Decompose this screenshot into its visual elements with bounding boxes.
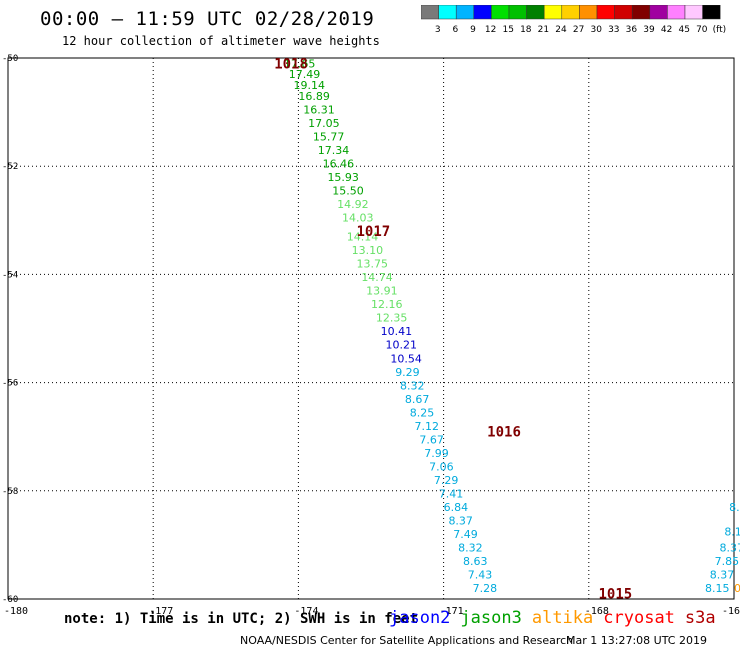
colorbar-label: 24 bbox=[555, 25, 567, 35]
colorbar-label: 42 bbox=[661, 25, 672, 35]
x-tick-label: -168 bbox=[585, 606, 609, 617]
y-tick-label: -58 bbox=[2, 487, 18, 497]
x-tick-label: -180 bbox=[4, 606, 28, 617]
colorbar-label: 33 bbox=[608, 25, 619, 35]
x-tick-label: -174 bbox=[294, 606, 318, 617]
wave-height-label: 7.12 bbox=[415, 420, 440, 433]
wave-height-label: 15.77 bbox=[313, 130, 345, 143]
colorbar-label: 21 bbox=[538, 25, 549, 35]
wave-height-label: 8.67 bbox=[405, 393, 430, 406]
wave-height-label: 12.35 bbox=[376, 312, 408, 325]
colorbar-label: 15 bbox=[502, 25, 513, 35]
wave-height-label: 8. bbox=[729, 501, 740, 514]
wave-height-label: 8.37 bbox=[448, 515, 473, 528]
wave-height-label: 16.46 bbox=[323, 157, 355, 170]
satellite-legend-item: s3a bbox=[684, 608, 716, 628]
chart-title: 00:00 – 11:59 UTC 02/28/2019 bbox=[40, 8, 375, 30]
satellite-legend-item: jason2 bbox=[389, 608, 451, 628]
footer-note: note: 1) Time is in UTC; 2) SWH is in fe… bbox=[64, 611, 419, 627]
x-tick-label: -165 bbox=[722, 606, 740, 617]
wave-height-label: 9.29 bbox=[395, 366, 420, 379]
y-tick-label: -50 bbox=[2, 54, 18, 64]
wave-height-label: 10.21 bbox=[386, 339, 418, 352]
wave-height-label: 8.37 bbox=[710, 569, 735, 582]
wave-height-label: 7.67 bbox=[419, 433, 444, 446]
wave-height-label: 10.54 bbox=[390, 352, 422, 365]
y-tick-label: -54 bbox=[2, 270, 18, 280]
pressure-label: 1017 bbox=[356, 224, 390, 240]
wave-height-label: 7.85 bbox=[715, 555, 740, 568]
wave-height-label: 14.92 bbox=[337, 198, 369, 211]
satellite-legend-item: cryosat bbox=[603, 608, 675, 628]
colorbar-swatch bbox=[702, 5, 721, 20]
wave-height-label: 15.50 bbox=[332, 185, 364, 198]
colorbar-label: 36 bbox=[626, 25, 638, 35]
chart-subtitle: 12 hour collection of altimeter wave hei… bbox=[62, 34, 380, 48]
wave-height-label: 7.41 bbox=[439, 488, 464, 501]
wave-height-label: 12.16 bbox=[371, 298, 403, 311]
wave-height-label: 13.10 bbox=[352, 244, 384, 257]
satellite-legend: jason2 jason3 altika cryosat s3a bbox=[389, 608, 726, 628]
generated-timestamp: Mar 1 13:27:08 UTC 2019 bbox=[566, 634, 707, 647]
colorbar-legend: 3 6 9 12 15 18 21 24 27 30 33 36 39 42 45 70 (ft) bbox=[421, 5, 727, 35]
wave-height-label: 17.05 bbox=[308, 117, 340, 130]
colorbar-label: 45 bbox=[678, 25, 689, 35]
y-tick-label: -52 bbox=[2, 162, 18, 172]
wave-height-label: 13.75 bbox=[356, 258, 388, 271]
wave-height-label: 7.06 bbox=[429, 460, 454, 473]
colorbar-label: 6 bbox=[453, 25, 459, 35]
wave-height-label: 16.89 bbox=[298, 90, 330, 103]
wave-height-label: 16.31 bbox=[303, 103, 335, 116]
wave-height-label: 8.32 bbox=[400, 379, 425, 392]
wave-height-label: 04 bbox=[734, 582, 740, 595]
satellite-legend-item: jason3 bbox=[460, 608, 522, 628]
wave-height-label: 8.32 bbox=[458, 542, 483, 555]
wave-height-label: 7.28 bbox=[473, 582, 498, 595]
wave-height-label: 15.93 bbox=[327, 171, 359, 184]
pressure-label: 1018 bbox=[274, 56, 308, 72]
wave-height-label: 17.65 bbox=[284, 57, 316, 70]
colorbar-label: 30 bbox=[590, 25, 602, 35]
wave-height-label: 8.63 bbox=[463, 555, 488, 568]
y-tick-label: -60 bbox=[2, 595, 18, 605]
satellite-legend-item: altika bbox=[531, 608, 594, 628]
wave-height-label: 19.14 bbox=[294, 79, 326, 92]
x-tick-label: -177 bbox=[149, 606, 173, 617]
colorbar-label: 3 bbox=[435, 25, 441, 35]
wave-height-label: 6.84 bbox=[444, 501, 469, 514]
pressure-label: 1015 bbox=[598, 587, 632, 603]
y-tick-label: -56 bbox=[2, 379, 18, 389]
plot-frame bbox=[7, 57, 735, 600]
wave-height-label: 14.14 bbox=[347, 231, 379, 244]
credit-line: NOAA/NESDIS Center for Satellite Applica… bbox=[240, 634, 574, 647]
wave-height-label: 7.29 bbox=[434, 474, 459, 487]
colorbar-label: 27 bbox=[573, 25, 584, 35]
colorbar-label: 18 bbox=[520, 25, 532, 35]
wave-height-label: 8.15 bbox=[705, 582, 730, 595]
wave-height-label: 14.03 bbox=[342, 212, 374, 225]
wave-height-label: 7.43 bbox=[468, 569, 493, 582]
wave-height-label: 7.49 bbox=[453, 528, 478, 541]
colorbar-label: 9 bbox=[470, 25, 476, 35]
wave-height-label: 13.91 bbox=[366, 285, 398, 298]
wave-height-label: 14.74 bbox=[361, 271, 393, 284]
colorbar-label: 39 bbox=[643, 25, 655, 35]
wave-height-label: 7.99 bbox=[424, 447, 449, 460]
wave-height-label: 17.34 bbox=[318, 144, 350, 157]
wave-height-label: 8.37 bbox=[719, 542, 740, 555]
wave-height-label: 8.1 bbox=[724, 525, 740, 538]
colorbar-label: 70 bbox=[696, 25, 708, 35]
colorbar-label: 12 bbox=[485, 25, 496, 35]
wave-height-label: 17.49 bbox=[289, 68, 321, 81]
colorbar-label: (ft) bbox=[713, 25, 727, 35]
wave-height-label: 8.25 bbox=[410, 406, 435, 419]
x-tick-label: -171 bbox=[440, 606, 464, 617]
pressure-label: 1016 bbox=[487, 424, 521, 440]
wave-height-label: 10.41 bbox=[381, 325, 413, 338]
